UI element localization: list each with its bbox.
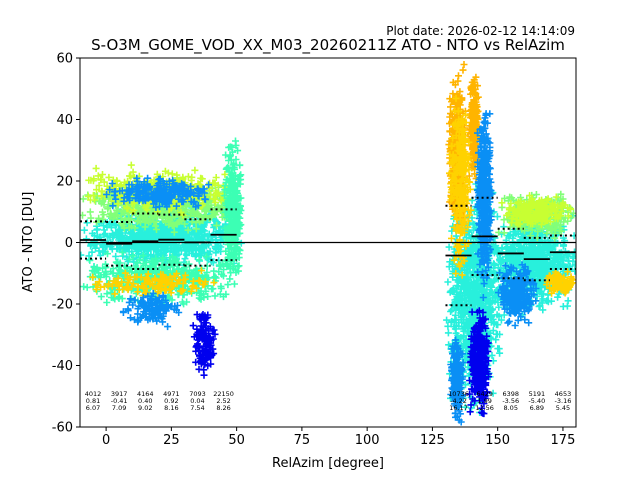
bin-annotation-5-count: 22150 — [213, 390, 234, 398]
x-tick-label-7: 175 — [551, 433, 576, 448]
bin-annotation-3-mean: 0.92 — [164, 397, 178, 405]
scatter-markers-12 — [446, 94, 475, 279]
scatter-markers-13 — [473, 110, 496, 301]
bin-annotation-9-mean: -5.40 — [528, 397, 545, 405]
bin-annotation-0-std: 6.07 — [86, 404, 100, 412]
scatter-series-15 — [447, 336, 467, 426]
scatter-series-12 — [446, 94, 475, 279]
bin-annotation-9-std: 6.89 — [530, 404, 544, 412]
y-tick-label-0: -60 — [52, 421, 73, 436]
x-tick-label-6: 150 — [485, 433, 510, 448]
bin-annotation-1-count: 3917 — [111, 390, 128, 398]
scatter-markers-6 — [119, 289, 183, 331]
y-tick-label-5: 40 — [56, 113, 73, 128]
bin-annotation-7-std: 12.56 — [475, 404, 494, 412]
scatter-markers-17 — [495, 261, 540, 329]
scatter-markers-15 — [447, 336, 467, 426]
scatter-markers-5 — [103, 174, 213, 211]
scatter-series-14 — [466, 307, 492, 418]
bin-annotation-7-mean: 1.99 — [477, 397, 491, 405]
scatter-series-17 — [495, 261, 540, 329]
bin-annotation-0-mean: 0.81 — [86, 397, 100, 405]
y-tick-label-3: 0 — [65, 236, 73, 251]
bin-annotation-10-mean: -3.16 — [555, 397, 572, 405]
bin-annotation-1-std: 7.09 — [112, 404, 126, 412]
scatter-markers-14 — [466, 307, 492, 418]
bin-annotation-6-std: 16.17 — [449, 404, 468, 412]
scatter-markers-11 — [465, 73, 483, 183]
bin-annotation-4-count: 7093 — [189, 390, 206, 398]
scatter-markers-20 — [543, 268, 576, 297]
bin-annotation-7-count: 6429 — [476, 390, 493, 398]
y-tick-label-4: 20 — [56, 175, 73, 190]
plot-date: Plot date: 2026-02-12 14:14:09 — [386, 24, 575, 38]
bin-annotation-0-count: 4012 — [85, 390, 102, 398]
bin-annotation-4-std: 7.54 — [190, 404, 204, 412]
bin-annotation-10-count: 4653 — [555, 390, 572, 398]
x-tick-label-0: 0 — [102, 433, 110, 448]
x-tick-label-1: 25 — [163, 433, 180, 448]
x-tick-label-4: 100 — [355, 433, 380, 448]
scatter-series-7 — [189, 311, 219, 379]
bin-annotation-6-mean: -4.22 — [450, 397, 467, 405]
axes: 0 25 50 75 100 125 150 175 -60 -40 -20 0 20 40 60 — [52, 52, 576, 449]
y-tick-label-2: -20 — [52, 298, 73, 313]
bin-annotation-3-count: 4971 — [163, 390, 180, 398]
bin-annotation-9-count: 5191 — [529, 390, 546, 398]
bin-annotation-3-std: 8.16 — [164, 404, 178, 412]
bin-annotation-4-mean: 0.04 — [190, 397, 204, 405]
bin-annotation-8-std: 8.05 — [503, 404, 517, 412]
x-tick-label-3: 75 — [294, 433, 311, 448]
scatter-markers-4 — [89, 267, 218, 299]
chart-title: S-O3M_GOME_VOD_XX_M03_20260211Z ATO - NT… — [91, 36, 565, 55]
bin-annotation-8-mean: -3.56 — [502, 397, 519, 405]
bin-annotation-8-count: 6398 — [502, 390, 519, 398]
bin-annotation-6-count: 10736 — [448, 390, 469, 398]
scatter-points — [80, 61, 576, 426]
x-tick-label-2: 50 — [228, 433, 245, 448]
bin-statistics — [80, 196, 576, 307]
x-axis-label: RelAzim [degree] — [272, 456, 384, 471]
scatter-series-13 — [473, 110, 496, 301]
scatter-series-19 — [498, 192, 575, 228]
x-tick-label-5: 125 — [420, 433, 445, 448]
bin-annotation-5-mean: 2.52 — [216, 397, 230, 405]
scatter-markers-7 — [189, 311, 219, 379]
scatter-markers-19 — [498, 192, 575, 228]
bin-annotation-1-mean: -0.41 — [111, 397, 128, 405]
bin-annotation-2-mean: 0.40 — [138, 397, 152, 405]
bin-annotation-2-count: 4164 — [137, 390, 154, 398]
y-tick-label-6: 60 — [56, 52, 73, 67]
scatter-series-6 — [119, 289, 183, 331]
scatter-series-11 — [465, 73, 483, 183]
bin-annotation-5-std: 8.26 — [216, 404, 230, 412]
bin-annotation-2-std: 9.02 — [138, 404, 152, 412]
scatter-series-20 — [543, 268, 576, 297]
y-axis-label: ATO - NTO [DU] — [21, 192, 36, 293]
y-tick-label-1: -40 — [52, 359, 73, 374]
scatter-series-5 — [103, 174, 213, 211]
bin-annotation-10-std: 5.45 — [556, 404, 570, 412]
scatter-series-4 — [89, 267, 218, 299]
